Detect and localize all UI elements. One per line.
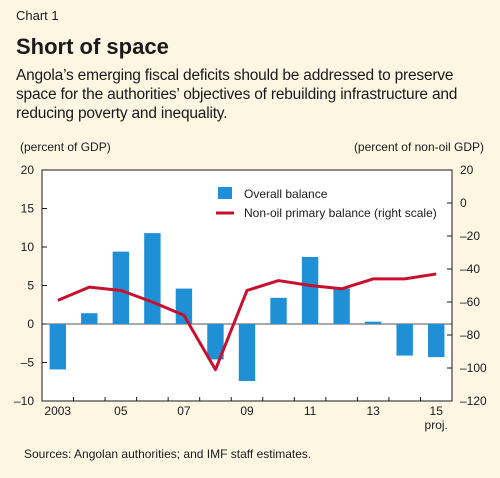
bar-overall-balance bbox=[333, 288, 350, 324]
bar-overall-balance bbox=[270, 297, 287, 324]
x-axis-tick-label: 07 bbox=[177, 404, 191, 418]
x-axis-tick-label: 2003 bbox=[44, 404, 71, 418]
x-axis-tick-label: 05 bbox=[114, 404, 128, 418]
legend-label-non-oil-primary-balance: Non-oil primary balance (right scale) bbox=[244, 206, 437, 220]
right-axis-tick-label: –20 bbox=[460, 229, 480, 243]
right-axis-tick-label: –60 bbox=[460, 295, 480, 309]
source-note: Sources: Angolan authorities; and IMF st… bbox=[24, 447, 312, 461]
right-axis-tick-label: –120 bbox=[460, 394, 487, 408]
bar-overall-balance bbox=[428, 324, 445, 358]
chart-number-label: Chart 1 bbox=[16, 8, 59, 23]
legend-swatch-bar bbox=[218, 187, 232, 199]
left-axis-tick-label: 0 bbox=[27, 317, 34, 331]
bar-overall-balance bbox=[396, 324, 413, 356]
chart-title: Short of space bbox=[16, 34, 169, 59]
line-non-oil-primary-balance bbox=[57, 272, 437, 372]
bar-overall-balance bbox=[364, 321, 382, 324]
left-axis-tick-label: 20 bbox=[21, 163, 35, 177]
bar-overall-balance bbox=[175, 288, 193, 324]
right-axis-tick-label: 0 bbox=[460, 196, 467, 210]
left-axis-tick-label: –5 bbox=[21, 356, 35, 370]
left-axis-tick-label: 10 bbox=[21, 240, 35, 254]
chart-subtitle: Angola’s emerging fiscal deficits should… bbox=[16, 67, 458, 122]
bar-overall-balance bbox=[81, 313, 98, 324]
x-axis-tick-label: 09 bbox=[240, 404, 254, 418]
left-axis-tick-label: 5 bbox=[27, 279, 34, 293]
x-axis-tick-label: 11 bbox=[304, 404, 317, 418]
right-axis-tick-label: –80 bbox=[460, 328, 480, 342]
x-axis-proj-label: proj. bbox=[425, 418, 448, 432]
right-axis-tick-label: –40 bbox=[460, 262, 480, 276]
left-axis-unit-label: (percent of GDP) bbox=[20, 140, 111, 154]
bar-overall-balance bbox=[301, 257, 319, 324]
right-axis-unit-label: (percent of non-oil GDP) bbox=[353, 140, 484, 154]
right-axis-tick-label: –100 bbox=[460, 361, 487, 375]
x-axis-tick-label: 15 bbox=[430, 404, 444, 418]
bar-overall-balance bbox=[207, 324, 224, 360]
left-axis-tick-label: 15 bbox=[21, 202, 35, 216]
bar-overall-balance bbox=[144, 233, 161, 324]
legend-label-overall-balance: Overall balance bbox=[244, 187, 328, 201]
bar-overall-balance bbox=[112, 251, 130, 324]
x-axis-tick-label: 13 bbox=[366, 404, 380, 418]
left-axis-tick-label: –10 bbox=[14, 394, 34, 408]
bar-overall-balance bbox=[238, 324, 256, 381]
bar-overall-balance bbox=[49, 324, 66, 370]
right-axis-tick-label: 20 bbox=[460, 163, 474, 177]
